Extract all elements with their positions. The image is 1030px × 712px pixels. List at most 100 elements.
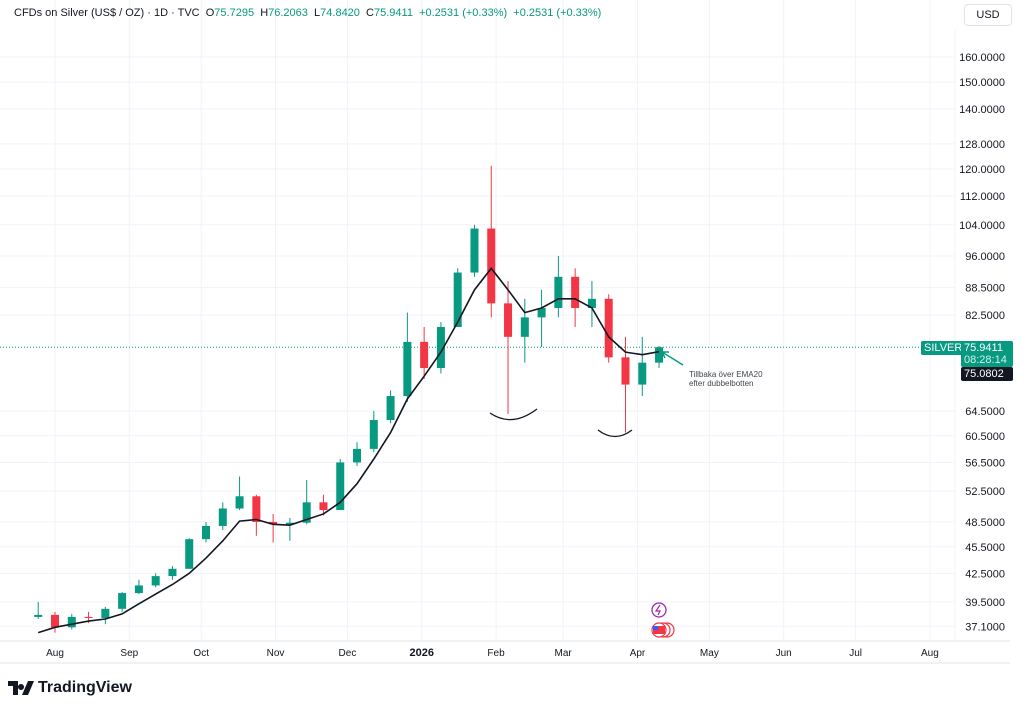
symbol-title: CFDs on Silver (US$ / OZ) · 1D · TVC bbox=[14, 7, 200, 19]
candle bbox=[168, 566, 177, 580]
candle-body bbox=[504, 303, 513, 337]
candle bbox=[151, 573, 160, 588]
lightning-glyph bbox=[654, 604, 661, 616]
candle-body bbox=[655, 347, 664, 363]
y-tick-label: 112.0000 bbox=[960, 191, 1005, 203]
candle-body bbox=[101, 608, 110, 618]
y-tick-label: 56.5000 bbox=[965, 457, 1005, 469]
y-tick-label: 104.0000 bbox=[959, 220, 1005, 232]
candle-body bbox=[353, 448, 362, 463]
candle bbox=[369, 410, 378, 453]
symbol-legend: CFDs on Silver (US$ / OZ) · 1D · TVC O75… bbox=[14, 7, 601, 19]
y-tick-label: 160.0000 bbox=[959, 52, 1005, 64]
candle bbox=[118, 592, 127, 612]
candle-body bbox=[403, 341, 412, 397]
x-tick-label: 2026 bbox=[409, 647, 433, 659]
us-flag-stripes bbox=[653, 626, 665, 634]
y-tick-label: 48.5000 bbox=[965, 517, 1005, 529]
candle bbox=[504, 281, 513, 414]
annotation-arrow-icon bbox=[661, 351, 684, 366]
candle-body bbox=[34, 614, 43, 617]
candle bbox=[638, 336, 647, 397]
candle-body bbox=[134, 585, 143, 594]
candle-body bbox=[638, 362, 647, 385]
candle bbox=[302, 480, 311, 525]
x-tick-label: Dec bbox=[339, 648, 357, 659]
x-tick-label: May bbox=[700, 648, 719, 659]
candle bbox=[487, 165, 496, 318]
us-flag-canton bbox=[653, 626, 658, 630]
y-tick-label: 82.5000 bbox=[965, 310, 1005, 322]
candle-body bbox=[487, 228, 496, 304]
y-tick-label: 96.0000 bbox=[965, 251, 1005, 263]
y-tick-label: 120.0000 bbox=[959, 164, 1005, 176]
candle-body bbox=[67, 616, 76, 628]
y-tick-label: 37.1000 bbox=[965, 621, 1005, 633]
tradingview-logo-icon bbox=[8, 681, 34, 695]
tradingview-logo[interactable]: TradingView bbox=[8, 679, 132, 697]
candle-body bbox=[118, 593, 127, 609]
candle bbox=[67, 613, 76, 630]
candle-body bbox=[386, 396, 395, 421]
ema20-line bbox=[37, 267, 660, 634]
last-price: 75.9411 bbox=[964, 342, 1003, 354]
candle bbox=[420, 326, 429, 379]
low-value: 74.8420 bbox=[320, 7, 360, 19]
double-bottom-arc-2 bbox=[597, 429, 633, 438]
double-bottom-arc-1 bbox=[489, 408, 538, 421]
candle bbox=[470, 224, 479, 277]
candle bbox=[185, 538, 194, 569]
chart-annotation[interactable]: Tillbaka över EMA20 efter dubbelbotten bbox=[689, 370, 763, 388]
candle bbox=[403, 312, 412, 402]
candle bbox=[537, 289, 546, 347]
candle-body bbox=[537, 307, 546, 318]
candle-body bbox=[235, 496, 244, 509]
candle bbox=[554, 255, 563, 318]
candle bbox=[202, 521, 211, 543]
candle-body bbox=[218, 508, 227, 526]
candle-body bbox=[554, 276, 563, 308]
symbol-price-tag: SILVER bbox=[921, 341, 966, 355]
y-tick-label: 64.5000 bbox=[965, 406, 1005, 418]
candle-body bbox=[621, 357, 630, 385]
candle-body bbox=[151, 576, 160, 586]
candle bbox=[587, 281, 596, 327]
open-value: 75.7295 bbox=[214, 7, 255, 19]
high-label: H bbox=[260, 7, 269, 19]
bar-countdown: 08:28:14 bbox=[964, 354, 1007, 366]
candle-body bbox=[520, 317, 529, 337]
candle bbox=[571, 268, 580, 327]
ema-price-tag: 75.0802 bbox=[961, 367, 1013, 381]
candle-body bbox=[252, 496, 261, 522]
candle bbox=[520, 298, 529, 363]
x-tick-label: Feb bbox=[487, 648, 505, 659]
brand-name: TradingView bbox=[38, 679, 132, 696]
candle bbox=[353, 442, 362, 466]
candle-body bbox=[51, 614, 59, 628]
candle-body bbox=[302, 502, 311, 523]
candle-body bbox=[470, 228, 479, 273]
candle bbox=[386, 390, 395, 424]
x-tick-label: Aug bbox=[46, 648, 64, 659]
annotation-line-2: efter dubbelbotten bbox=[689, 379, 754, 388]
candle bbox=[269, 513, 278, 543]
candle-body bbox=[587, 298, 596, 308]
candle-body bbox=[269, 521, 278, 525]
open-label: O bbox=[205, 7, 215, 19]
x-tick-label: Oct bbox=[193, 648, 209, 659]
candle bbox=[453, 268, 462, 327]
x-tick-label: Jul bbox=[849, 648, 862, 659]
candle-body bbox=[319, 502, 328, 511]
close-label: C bbox=[366, 7, 374, 19]
currency-button[interactable]: USD bbox=[964, 4, 1012, 26]
x-tick-label: Nov bbox=[267, 648, 285, 659]
close-value: 75.9411 bbox=[374, 7, 413, 19]
candle-body bbox=[436, 326, 445, 369]
candle bbox=[218, 502, 227, 531]
low-label: L bbox=[314, 7, 321, 19]
lightning-event-icon bbox=[651, 602, 667, 618]
last-price-tag: 75.9411 08:28:14 bbox=[961, 341, 1013, 367]
y-tick-label: 45.5000 bbox=[965, 542, 1005, 554]
